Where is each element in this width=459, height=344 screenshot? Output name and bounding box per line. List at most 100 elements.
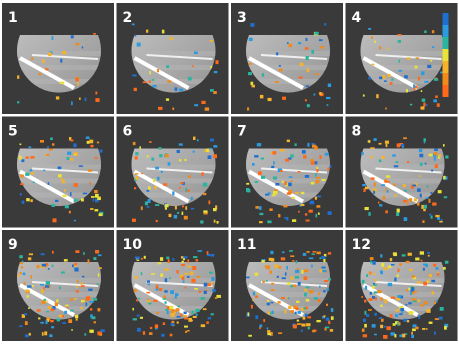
activation-spot bbox=[137, 315, 140, 317]
activation-spot bbox=[75, 315, 78, 318]
activation-spot bbox=[423, 282, 427, 286]
activation-spot bbox=[312, 145, 316, 148]
activation-spot bbox=[374, 334, 377, 336]
activation-spot bbox=[306, 287, 310, 289]
color-bar bbox=[443, 37, 449, 49]
activation-spot bbox=[20, 272, 22, 274]
activation-spot bbox=[414, 198, 417, 201]
activation-spot bbox=[94, 190, 98, 193]
activation-spot bbox=[272, 195, 276, 197]
activation-spot bbox=[132, 74, 136, 76]
panel: 11 bbox=[231, 230, 343, 341]
activation-spot bbox=[204, 283, 208, 287]
activation-spot bbox=[191, 279, 195, 283]
activation-spot bbox=[97, 197, 101, 201]
activation-spot bbox=[305, 288, 308, 291]
activation-spot bbox=[159, 147, 162, 150]
activation-spot bbox=[169, 277, 171, 279]
activation-spot bbox=[262, 73, 264, 77]
activation-spot bbox=[399, 335, 402, 337]
activation-spot bbox=[429, 322, 433, 324]
activation-spot bbox=[175, 296, 177, 299]
activation-spot bbox=[86, 137, 90, 140]
activation-spot bbox=[308, 327, 310, 329]
activation-spot bbox=[390, 258, 392, 261]
activation-spot bbox=[431, 216, 433, 219]
activation-spot bbox=[192, 311, 194, 315]
activation-spot bbox=[285, 182, 287, 186]
activation-spot bbox=[267, 221, 271, 224]
activation-spot bbox=[267, 327, 269, 329]
activation-spot bbox=[381, 156, 384, 159]
activation-spot bbox=[206, 149, 209, 153]
activation-spot bbox=[65, 205, 69, 208]
activation-spot bbox=[427, 185, 429, 187]
activation-spot bbox=[295, 192, 299, 194]
activation-spot bbox=[259, 221, 263, 223]
activation-spot bbox=[260, 325, 263, 328]
activation-spot bbox=[252, 163, 255, 166]
activation-spot bbox=[93, 199, 95, 202]
activation-spot bbox=[179, 159, 182, 161]
activation-spot bbox=[415, 66, 418, 69]
activation-spot bbox=[295, 143, 297, 146]
activation-spot bbox=[263, 319, 265, 322]
activation-spot bbox=[160, 257, 163, 261]
activation-spot bbox=[177, 316, 181, 318]
activation-spot bbox=[431, 280, 435, 282]
activation-spot bbox=[203, 308, 207, 310]
activation-spot bbox=[397, 274, 399, 277]
activation-spot bbox=[379, 160, 381, 163]
activation-spot bbox=[46, 311, 49, 313]
activation-spot bbox=[404, 75, 408, 78]
activation-spot bbox=[76, 286, 78, 289]
activation-spot bbox=[307, 69, 310, 73]
activation-spot bbox=[290, 255, 294, 257]
activation-spot bbox=[170, 37, 174, 40]
activation-spot bbox=[133, 142, 136, 145]
activation-spot bbox=[210, 139, 214, 142]
activation-spot bbox=[167, 80, 171, 83]
activation-spot bbox=[250, 23, 254, 27]
activation-spot bbox=[257, 293, 259, 295]
activation-spot bbox=[98, 273, 100, 277]
activation-spot bbox=[161, 171, 163, 173]
panel: 6 bbox=[117, 117, 229, 228]
activation-spot bbox=[67, 157, 70, 160]
activation-spot bbox=[311, 182, 315, 185]
activation-spot bbox=[326, 318, 329, 321]
activation-spot bbox=[262, 281, 264, 283]
activation-spot bbox=[326, 97, 330, 99]
activation-spot bbox=[192, 65, 194, 67]
activation-spot bbox=[82, 276, 85, 278]
activation-spot bbox=[265, 194, 269, 196]
activation-spot bbox=[187, 266, 191, 268]
activation-spot bbox=[301, 324, 305, 327]
activation-spot bbox=[328, 321, 330, 325]
panel-label: 5 bbox=[8, 124, 18, 140]
activation-spot bbox=[160, 274, 163, 277]
activation-spot bbox=[295, 276, 299, 278]
activation-spot bbox=[435, 164, 438, 168]
activation-spot bbox=[327, 104, 329, 106]
activation-spot bbox=[182, 277, 185, 280]
panel-label: 8 bbox=[352, 124, 362, 140]
activation-spot bbox=[147, 190, 150, 192]
activation-spot bbox=[82, 46, 84, 48]
activation-spot bbox=[275, 81, 279, 83]
activation-spot bbox=[133, 318, 137, 320]
activation-spot bbox=[305, 99, 307, 101]
activation-spot bbox=[187, 190, 190, 192]
activation-spot bbox=[315, 173, 317, 177]
activation-spot bbox=[135, 257, 137, 259]
activation-spot bbox=[90, 208, 93, 210]
activation-spot bbox=[376, 94, 379, 98]
activation-spot bbox=[62, 315, 64, 317]
activation-spot bbox=[392, 154, 396, 156]
activation-spot bbox=[28, 257, 31, 260]
activation-spot bbox=[166, 98, 169, 100]
activation-spot bbox=[260, 95, 264, 99]
activation-spot bbox=[40, 284, 44, 286]
activation-spot bbox=[417, 300, 420, 303]
activation-spot bbox=[318, 213, 320, 215]
